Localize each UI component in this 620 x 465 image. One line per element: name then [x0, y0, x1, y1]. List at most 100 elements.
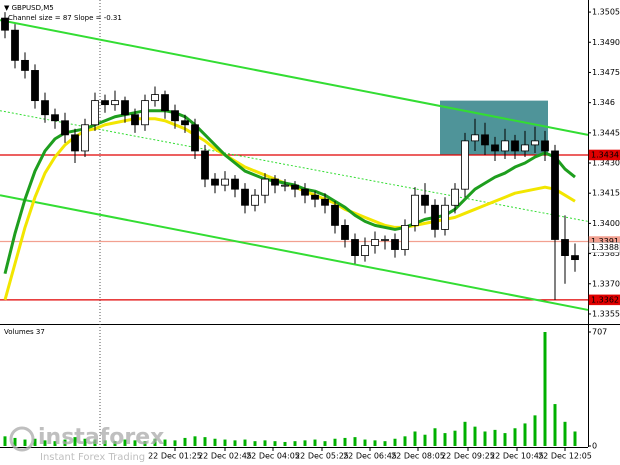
candle-body: [311, 194, 319, 200]
volume-bar: [513, 428, 517, 446]
volume-bar: [283, 441, 287, 446]
x-tick-label: 22 Dec 04:05: [246, 452, 300, 461]
candle-body: [371, 239, 379, 246]
volume-bar: [413, 431, 417, 446]
x-tick-label: 22 Dec 05:25: [295, 452, 349, 461]
x-tick-label: 22 Dec 01:25: [148, 452, 202, 461]
volume-bar: [343, 437, 347, 446]
candle-body: [11, 29, 19, 61]
y-tick-label: 1.3490: [592, 38, 620, 47]
volume-bar: [233, 440, 237, 446]
volume-bar: [193, 436, 197, 446]
volume-bar: [253, 441, 257, 446]
candle-body: [361, 245, 369, 256]
candle-body: [531, 140, 539, 146]
candle-body: [21, 59, 29, 71]
y-tick-label: 1.3415: [592, 189, 620, 198]
candle-body: [551, 150, 559, 240]
candle-body: [351, 239, 359, 256]
volume-title: Volumes 37: [4, 328, 45, 336]
y-tick-label: 1.3430: [592, 159, 620, 168]
logo-icon: [9, 426, 35, 452]
volume-bar: [453, 430, 457, 446]
volume-bar: [323, 441, 327, 446]
candle-body: [221, 178, 229, 186]
volume-bar: [53, 441, 57, 446]
volume-bar: [473, 426, 477, 446]
candle-body: [411, 194, 419, 226]
candle-body: [171, 110, 179, 122]
candle-body: [111, 100, 119, 106]
level-tag: [588, 242, 620, 253]
volume-bar: [263, 440, 267, 446]
level-label: 1.3434: [591, 150, 619, 159]
volume-tick-label: 707: [592, 328, 607, 337]
candle-body: [61, 120, 69, 136]
volume-bar: [133, 440, 137, 446]
volume-bar: [553, 404, 557, 446]
candle-body: [421, 194, 429, 206]
volume-bar: [523, 423, 527, 446]
volume-bar: [153, 438, 157, 446]
x-tick-label: 22 Dec 10:45: [490, 452, 544, 461]
volume-bar: [163, 439, 167, 446]
level-tag: [588, 294, 620, 306]
volume-bar: [333, 438, 337, 446]
candle-body: [561, 239, 569, 256]
candle-body: [241, 188, 249, 206]
candle-body: [161, 94, 169, 112]
candle-body: [511, 140, 519, 152]
volume-bar: [373, 440, 377, 446]
channel-lower: [0, 194, 589, 311]
x-tick-label: 22 Dec 06:45: [343, 452, 397, 461]
level-label: 1.3362: [591, 295, 619, 304]
candle-body: [461, 140, 469, 190]
y-tick-label: 1.3355: [592, 309, 620, 318]
volume-bar: [43, 440, 47, 446]
candle-body: [321, 198, 329, 206]
volume-bar: [33, 438, 37, 446]
volume-bar: [533, 415, 537, 446]
candle-body: [431, 204, 439, 230]
candle-body: [571, 255, 579, 261]
candle-body: [471, 134, 479, 142]
level-label: 1.3391: [591, 237, 619, 246]
volume-bar: [123, 439, 127, 446]
volume-bar: [353, 437, 357, 446]
volume-bar: [443, 433, 447, 446]
volume-bar: [363, 439, 367, 446]
title-text: GBPUSD,M5: [12, 4, 54, 12]
candle-body: [401, 224, 409, 250]
candle-body: [491, 144, 499, 152]
y-tick-label: 1.3505: [592, 8, 620, 17]
candle-body: [1, 17, 9, 31]
candle-body: [81, 124, 89, 152]
volume-bar: [143, 441, 147, 446]
candle-body: [291, 184, 299, 190]
watermark-brand: instaforex: [38, 425, 164, 450]
volume-bar: [113, 441, 117, 446]
candle-body: [71, 134, 79, 152]
y-tick-label: 1.3475: [592, 68, 620, 77]
candle-body: [141, 100, 149, 126]
volume-bar: [433, 428, 437, 446]
level-label: 1.3388: [591, 243, 619, 252]
candle-body: [541, 140, 549, 152]
volume-bar: [463, 421, 467, 446]
candle-body: [441, 204, 449, 230]
candle-body: [451, 188, 459, 206]
x-tick-label: 22 Dec 09:25: [441, 452, 495, 461]
candle-body: [271, 178, 279, 186]
volume-bar: [293, 441, 297, 446]
volume-bar: [483, 431, 487, 446]
y-tick-label: 1.3400: [592, 219, 620, 228]
candle-body: [211, 178, 219, 186]
volume-bar: [73, 437, 77, 446]
volume-bar: [273, 441, 277, 446]
candle-body: [331, 204, 339, 226]
x-tick-label: 22 Dec 12:05: [538, 452, 592, 461]
chart-title: ▼ GBPUSD,M5: [4, 4, 54, 12]
volume-bar: [93, 439, 97, 446]
volume-bar: [503, 433, 507, 446]
